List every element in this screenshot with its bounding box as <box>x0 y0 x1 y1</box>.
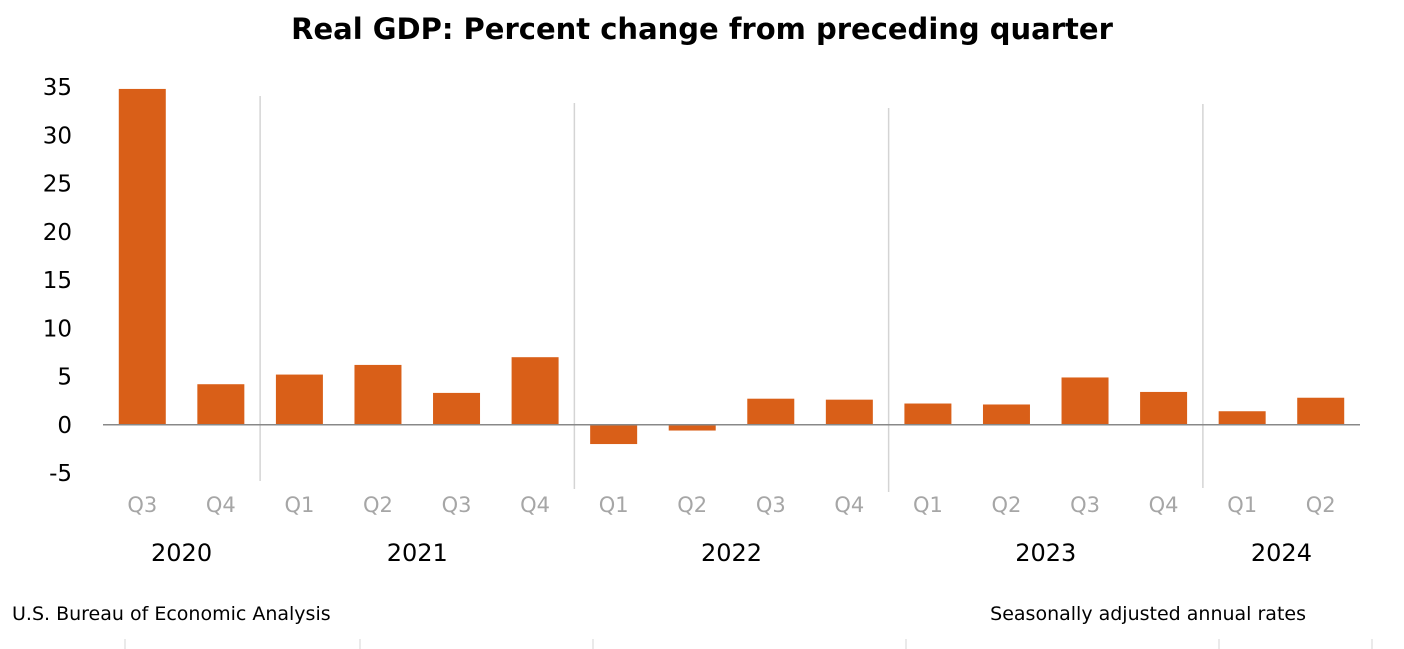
bar <box>1218 411 1266 425</box>
y-tick-label: 25 <box>43 172 72 198</box>
bar <box>118 88 166 425</box>
year-label: 2020 <box>151 539 212 567</box>
quarter-tick-label: Q4 <box>520 493 550 517</box>
quarter-tick-label: Q1 <box>284 493 314 517</box>
y-tick-label: 20 <box>43 220 72 246</box>
bar <box>982 404 1030 425</box>
year-label: 2024 <box>1251 539 1312 567</box>
bar <box>1061 377 1109 425</box>
bar <box>1140 391 1188 425</box>
quarter-tick-label: Q1 <box>1227 493 1257 517</box>
year-label: 2022 <box>701 539 762 567</box>
quarter-tick-label: Q4 <box>1149 493 1179 517</box>
y-tick-label: 15 <box>43 268 72 294</box>
bar <box>354 364 402 425</box>
quarter-tick-label: Q3 <box>756 493 786 517</box>
bar <box>511 357 559 425</box>
year-label: 2023 <box>1015 539 1076 567</box>
quarter-tick-label: Q4 <box>834 493 864 517</box>
rates-note: Seasonally adjusted annual rates <box>990 603 1306 625</box>
bar <box>197 384 245 425</box>
quarter-tick-label: Q4 <box>206 493 236 517</box>
bar <box>747 398 795 425</box>
quarter-tick-label: Q2 <box>1306 493 1336 517</box>
quarter-tick-label: Q2 <box>363 493 393 517</box>
y-tick-label: 35 <box>43 75 72 101</box>
bar <box>668 424 716 431</box>
bar <box>825 399 873 425</box>
source-note: U.S. Bureau of Economic Analysis <box>12 603 331 625</box>
quarter-tick-label: Q3 <box>442 493 472 517</box>
y-tick-label: 5 <box>57 365 72 391</box>
quarter-tick-label: Q3 <box>1070 493 1100 517</box>
y-tick-label: -5 <box>49 461 72 487</box>
y-tick-label: 30 <box>43 123 72 149</box>
bar <box>590 424 638 445</box>
bar <box>904 403 952 425</box>
quarter-tick-label: Q2 <box>677 493 707 517</box>
bar <box>1297 397 1345 425</box>
y-tick-label: 10 <box>43 316 72 342</box>
quarter-tick-label: Q1 <box>599 493 629 517</box>
quarter-tick-label: Q2 <box>992 493 1022 517</box>
bar <box>433 392 481 425</box>
bar <box>275 374 323 425</box>
quarter-tick-label: Q3 <box>127 493 157 517</box>
year-label: 2021 <box>387 539 448 567</box>
quarter-tick-label: Q1 <box>913 493 943 517</box>
chart-title: Real GDP: Percent change from preceding … <box>291 12 1113 46</box>
y-tick-label: 0 <box>57 413 72 439</box>
